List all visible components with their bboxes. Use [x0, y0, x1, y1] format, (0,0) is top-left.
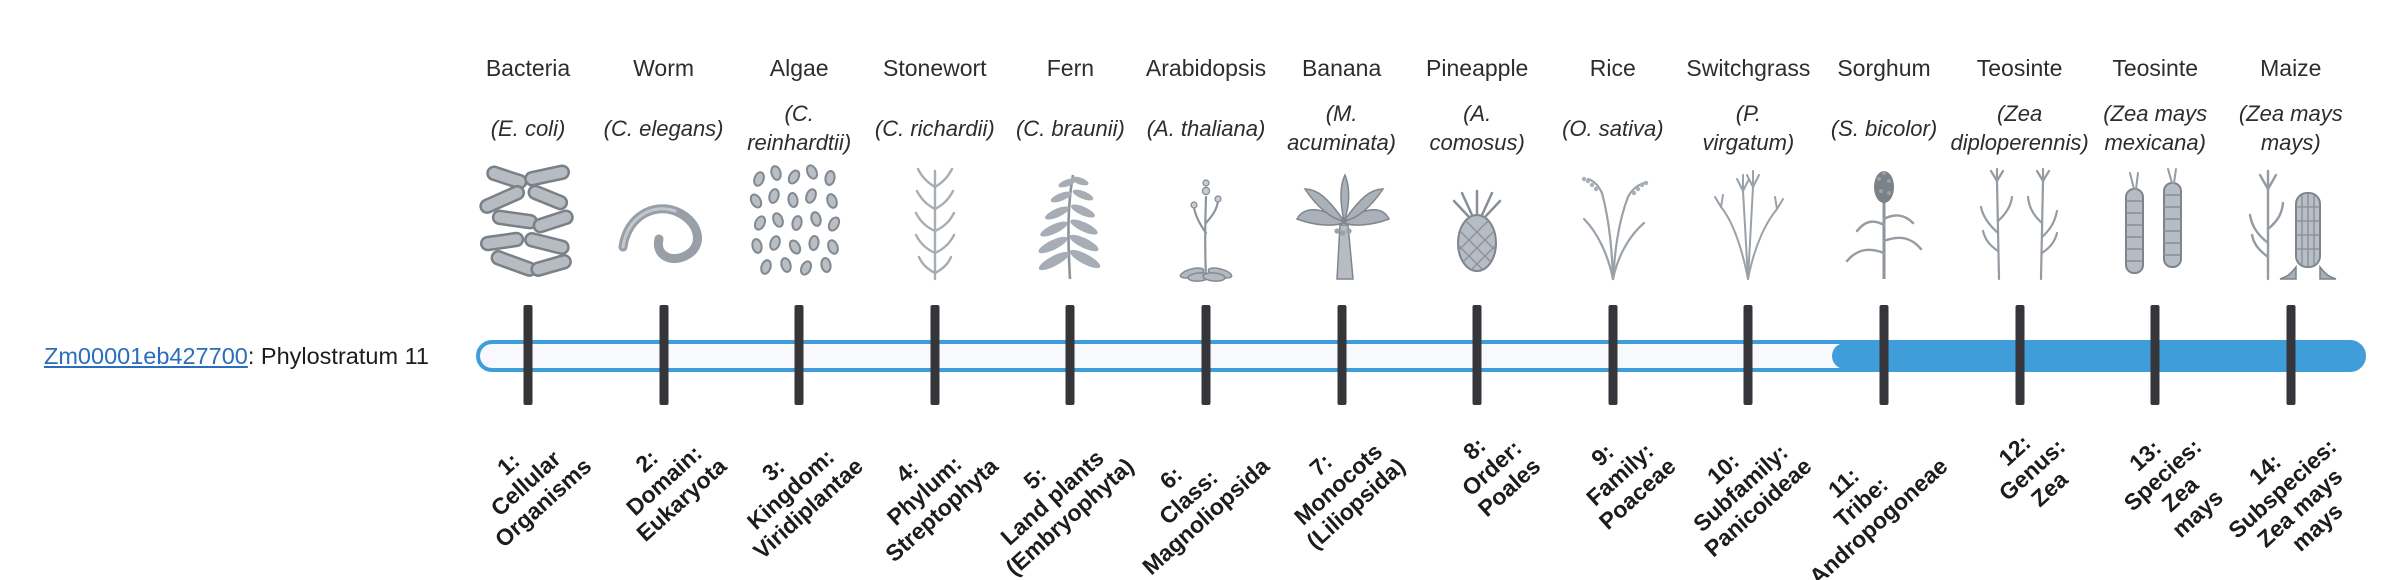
stratum-column: Stonewort (C. richardii) 4: Phylum: Stre…	[860, 55, 1010, 580]
maize-illustration	[2236, 163, 2346, 283]
stratum-column: Arabidopsis (A. thaliana) 6: Class: Magn…	[1131, 55, 1281, 580]
teosinte-diploperennis-illustration	[1965, 163, 2075, 283]
stratum-column: Bacteria (E. coli) 1: Cellular Organisms	[453, 55, 603, 580]
organism-scientific-name-box: (S. bicolor)	[1769, 93, 1999, 163]
phylostratum-level-label: 3: Kingdom: Viridiplantae	[741, 443, 868, 565]
phylostratum-tick	[794, 305, 804, 405]
phylostratum-tick	[1743, 305, 1753, 405]
phylostratum-level-label: 8: Order: Poales	[1456, 431, 1546, 522]
stratum-column: Banana (M. acuminata) 7: Monocots (Lilio…	[1267, 55, 1417, 580]
organism-scientific-name: (Zea mays mexicana)	[2103, 101, 2208, 155]
organism-common-name: Arabidopsis	[1145, 55, 1267, 81]
stratum-column: Switchgrass (P. virgatum) 10: Subfamily:…	[1673, 55, 1823, 580]
phylostratum-level-label: 12: Genus: Zea	[1993, 429, 2074, 512]
organism-scientific-name: (O. sativa)	[1562, 115, 1664, 141]
stonewort-illustration	[880, 163, 990, 283]
phylostratum-tick	[1065, 305, 1075, 405]
phylostratum-tick	[1608, 305, 1618, 405]
sorghum-illustration	[1829, 163, 1939, 283]
organism-common-name: Worm	[633, 55, 695, 81]
organism-scientific-name: (C. richardii)	[874, 115, 995, 141]
stratum-column: Fern (C. braunii) 5: Land plants (Embryo…	[995, 55, 1145, 580]
phylostratum-tick	[1472, 305, 1482, 405]
organism-scientific-name: (E. coli)	[490, 115, 566, 141]
phylostratum-level-label: 9: Family: Poaceae	[1581, 437, 1681, 535]
timeline-bar-fill	[1832, 343, 2362, 369]
stratum-column: Teosinte (Zea mays mexicana) 13: Species…	[2080, 55, 2230, 580]
phylostratum-tick	[2150, 305, 2160, 405]
organism-scientific-name-box: (Zea diploperennis)	[1905, 93, 2135, 163]
phylostratum-tick	[659, 305, 669, 405]
timeline-bar-outline	[476, 340, 2366, 372]
organism-common-name: Pineapple	[1426, 55, 1529, 81]
organism-scientific-name: (A. comosus)	[1429, 101, 1525, 155]
organism-common-name: Banana	[1301, 55, 1382, 81]
stratum-column: Sorghum (S. bicolor) 11: Tribe: Andropog…	[1804, 55, 1959, 580]
organism-scientific-name-box: (Zea mays mays)	[2176, 93, 2400, 163]
pineapple-illustration	[1422, 163, 1532, 283]
phylostratum-level-label: 2: Domain: Eukaryota	[621, 439, 732, 547]
phylostratum-level-label: 14: Subspecies: Zea mays mays	[2223, 433, 2348, 557]
organism-scientific-name-box: (O. sativa)	[1498, 93, 1728, 163]
phylostratum-tick	[2286, 305, 2296, 405]
organism-common-name: Rice	[1589, 55, 1636, 81]
organism-common-name: Maize	[2260, 55, 2322, 81]
banana-illustration	[1287, 163, 1397, 283]
organism-scientific-name: (M. acuminata)	[1287, 101, 1397, 155]
gene-id-link[interactable]: Zm00001eb427700	[44, 343, 248, 369]
worm-illustration	[609, 163, 719, 283]
organism-scientific-name-box: (C. elegans)	[549, 93, 779, 163]
switchgrass-illustration	[1693, 163, 1803, 283]
organism-scientific-name: (P. virgatum)	[1702, 101, 1795, 155]
organism-scientific-name-box: (C. reinhardtii)	[684, 93, 914, 163]
organism-scientific-name-box: (C. braunii)	[955, 93, 1185, 163]
phylostratum-tick	[2015, 305, 2025, 405]
fern-illustration	[1015, 163, 1125, 283]
organism-scientific-name: (Zea mays mays)	[2238, 101, 2343, 155]
phylostratum-tick	[1201, 305, 1211, 405]
organism-common-name: Algae	[769, 55, 829, 81]
algae-illustration	[744, 163, 854, 283]
stratum-column: Algae (C. reinhardtii) 3: Kingdom: Virid…	[724, 55, 874, 580]
organism-scientific-name-box: (C. richardii)	[820, 93, 1050, 163]
phylostratum-tick	[1879, 305, 1889, 405]
organism-scientific-name-box: (P. virgatum)	[1633, 93, 1863, 163]
organism-common-name: Switchgrass	[1686, 55, 1811, 81]
organism-scientific-name-box: (E. coli)	[413, 93, 643, 163]
bacteria-illustration	[473, 163, 583, 283]
organism-scientific-name: (C. elegans)	[603, 115, 724, 141]
organism-scientific-name: (C. reinhardtii)	[747, 101, 852, 155]
organism-common-name: Teosinte	[2112, 55, 2199, 81]
organism-common-name: Bacteria	[485, 55, 571, 81]
phylostratum-level-label: 4: Phylum: Streptophyta	[880, 450, 1003, 567]
organism-common-name: Teosinte	[1976, 55, 2063, 81]
teosinte-mexicana-illustration	[2100, 163, 2210, 283]
phylostratum-tick	[930, 305, 940, 405]
organism-common-name: Fern	[1046, 55, 1095, 81]
organism-common-name: Sorghum	[1837, 55, 1931, 81]
organism-scientific-name: (Zea diploperennis)	[1950, 101, 2089, 155]
organism-scientific-name: (S. bicolor)	[1830, 115, 1938, 141]
rice-illustration	[1558, 163, 1668, 283]
stratum-column: Maize (Zea mays mays) 14: Subspecies: Ze…	[2216, 55, 2366, 580]
phylostratum-tick	[523, 305, 533, 405]
organism-scientific-name-box: (M. acuminata)	[1227, 93, 1457, 163]
phylostratum-level-label: 7: Monocots (Liliopsida)	[1289, 438, 1410, 555]
organism-scientific-name-box: (Zea mays mexicana)	[2040, 93, 2270, 163]
organism-scientific-name: (A. thaliana)	[1146, 115, 1266, 141]
organism-common-name: Stonewort	[883, 55, 987, 81]
stratum-column: Worm (C. elegans) 2: Domain: Eukaryota	[589, 55, 739, 580]
phylostratum-tick	[1337, 305, 1347, 405]
arabidopsis-illustration	[1151, 163, 1261, 283]
organism-scientific-name: (C. braunii)	[1015, 115, 1125, 141]
organism-scientific-name-box: (A. thaliana)	[1091, 93, 1321, 163]
stratum-column: Rice (O. sativa) 9: Family: Poaceae	[1538, 55, 1688, 580]
stratum-column: Teosinte (Zea diploperennis) 12: Genus: …	[1945, 55, 2095, 580]
gene-label: Zm00001eb427700: Phylostratum 11	[44, 340, 429, 372]
phylostratum-level-label: 1: Cellular Organisms	[485, 445, 597, 553]
stratum-column: Pineapple (A. comosus) 8: Order: Poales	[1402, 55, 1552, 580]
organism-scientific-name-box: (A. comosus)	[1362, 93, 1592, 163]
gene-phylostratum-text: : Phylostratum 11	[247, 343, 429, 369]
